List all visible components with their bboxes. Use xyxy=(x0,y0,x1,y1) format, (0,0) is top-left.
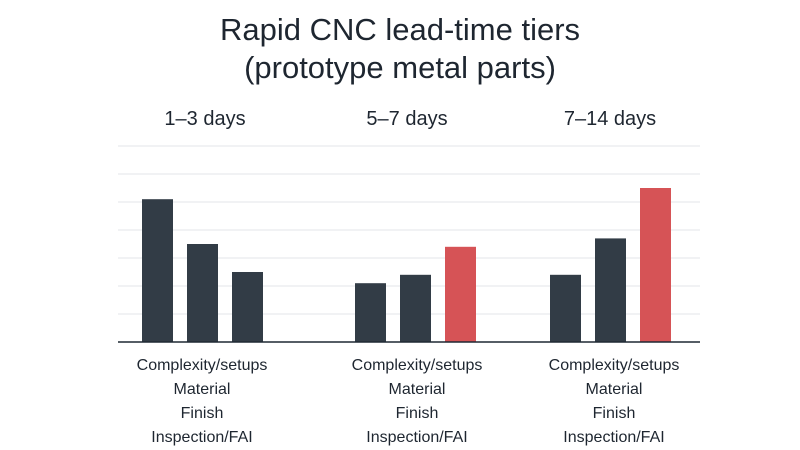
bar-group-1-bar-2 xyxy=(187,244,218,342)
category-label: Complexity/setups xyxy=(351,357,483,374)
group-label-5-7-days: 5–7 days xyxy=(366,108,448,130)
category-label: Complexity/setups xyxy=(136,357,268,374)
category-label: Inspection/FAI xyxy=(366,429,468,446)
category-label: Finish xyxy=(395,405,439,422)
bar-group-3-bar-2 xyxy=(595,238,626,342)
group-label-7-14-days: 7–14 days xyxy=(563,108,657,130)
category-label: Finish xyxy=(180,405,224,422)
bar-group-3-bar-1 xyxy=(550,274,581,342)
category-labels-group-3: Complexity/setups Material Finish Inspec… xyxy=(504,354,724,450)
bar-group-2-bar-1 xyxy=(355,283,386,342)
category-label: Material xyxy=(585,381,643,398)
chart-title-line-2: (prototype metal parts) xyxy=(244,50,556,85)
category-label: Inspection/FAI xyxy=(563,429,665,446)
bar-group-1-bar-3 xyxy=(232,272,263,342)
category-label: Material xyxy=(388,381,446,398)
category-label: Finish xyxy=(592,405,636,422)
category-labels-group-2: Complexity/setups Material Finish Inspec… xyxy=(307,354,527,450)
group-label-1-3-days: 1–3 days xyxy=(164,108,246,130)
chart-title-line-1: Rapid CNC lead-time tiers xyxy=(219,12,581,47)
category-label: Inspection/FAI xyxy=(151,429,253,446)
bar-group-3-bar-3 xyxy=(640,188,671,342)
category-label: Complexity/setups xyxy=(548,357,680,374)
bar-group-2-bar-2 xyxy=(400,274,431,342)
bar-group-2-bar-3 xyxy=(445,246,476,342)
category-label: Material xyxy=(173,381,231,398)
bar-group-1-bar-1 xyxy=(142,199,173,342)
category-labels-group-1: Complexity/setups Material Finish Inspec… xyxy=(92,354,312,450)
